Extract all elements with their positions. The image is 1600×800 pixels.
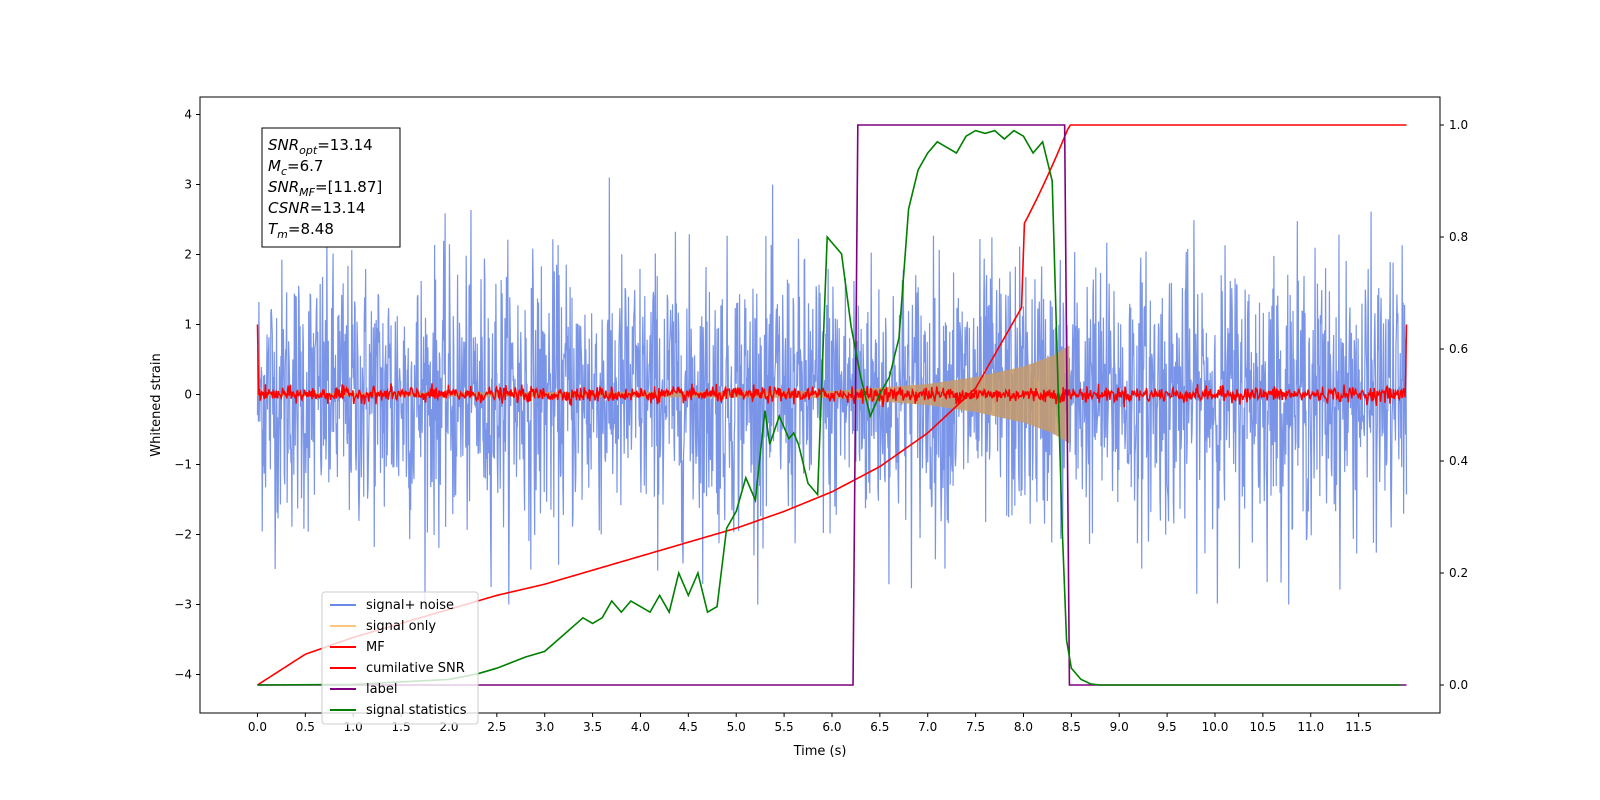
x-axis-label: Time (s) — [793, 744, 847, 759]
legend-label: signal statistics — [366, 703, 467, 718]
legend-label: MF — [366, 640, 385, 655]
y-tick-label-left: 0 — [184, 388, 192, 402]
info-line: Mc=6.7 — [268, 157, 323, 178]
legend-label: label — [366, 682, 397, 697]
legend-label: signal+ noise — [366, 598, 454, 613]
x-tick-label: 9.0 — [1110, 720, 1129, 734]
legend-label: cumilative SNR — [366, 661, 465, 676]
y-tick-label-right: 0.8 — [1449, 230, 1468, 244]
y-tick-label-left: −4 — [174, 668, 192, 682]
y-tick-label-right: 0.6 — [1449, 342, 1468, 356]
info-line: CSNR=13.14 — [268, 199, 365, 217]
x-tick-label: 8.0 — [1014, 720, 1033, 734]
y-tick-label-left: −1 — [174, 458, 192, 472]
info-line: Tm=8.48 — [268, 220, 334, 241]
x-tick-label: 5.5 — [775, 720, 794, 734]
info-line: SNRopt=13.14 — [268, 136, 373, 157]
y-tick-label-right: 0.4 — [1449, 454, 1468, 468]
x-tick-label: 4.0 — [631, 720, 650, 734]
y-tick-label-left: 2 — [184, 248, 192, 262]
y-tick-label-left: 1 — [184, 318, 192, 332]
x-tick-label: 7.0 — [918, 720, 937, 734]
x-tick-label: 11.0 — [1297, 720, 1324, 734]
series-signal-statistics — [257, 129, 1401, 686]
x-tick-label: 10.0 — [1202, 720, 1229, 734]
x-tick-label: 6.5 — [870, 720, 889, 734]
x-tick-label: 6.0 — [822, 720, 841, 734]
y-tick-label-left: −2 — [174, 528, 192, 542]
info-box-frame — [261, 127, 401, 248]
y-tick-label-right: 0.0 — [1449, 678, 1468, 692]
legend: signal+ noise signal only MF cumilative SNR… — [321, 591, 479, 725]
x-tick-label: 9.5 — [1158, 720, 1177, 734]
series-signal-noise — [256, 177, 1408, 605]
x-tick-label: 7.5 — [966, 720, 985, 734]
x-tick-label: 10.5 — [1249, 720, 1276, 734]
y-tick-label-left: −3 — [174, 598, 192, 612]
series-mf — [256, 324, 1408, 408]
y-tick-label-right: 1.0 — [1449, 118, 1468, 132]
info-line: SNRMF=[11.87] — [268, 178, 382, 199]
y-tick-label-right: 0.2 — [1449, 566, 1468, 580]
y-tick-label-left: 4 — [184, 108, 192, 122]
legend-label: signal only — [366, 619, 436, 634]
x-tick-label: 5.0 — [727, 720, 746, 734]
plot-frame — [199, 96, 1441, 714]
x-tick-label: 8.5 — [1062, 720, 1081, 734]
y-axis-label: Whitened strain — [149, 353, 164, 456]
x-tick-label: 0.0 — [248, 720, 267, 734]
y-tick-label-left: 3 — [184, 178, 192, 192]
x-tick-label: 4.5 — [679, 720, 698, 734]
info-box: SNRopt=13.14Mc=6.7SNRMF=[11.87]CSNR=13.1… — [261, 127, 401, 248]
x-tick-label: 0.5 — [296, 720, 315, 734]
x-tick-label: 3.5 — [583, 720, 602, 734]
x-tick-label: 11.5 — [1345, 720, 1372, 734]
x-tick-label: 2.5 — [487, 720, 506, 734]
series-layer — [256, 124, 1408, 686]
legend-frame — [321, 591, 479, 725]
x-tick-label: 3.0 — [535, 720, 554, 734]
